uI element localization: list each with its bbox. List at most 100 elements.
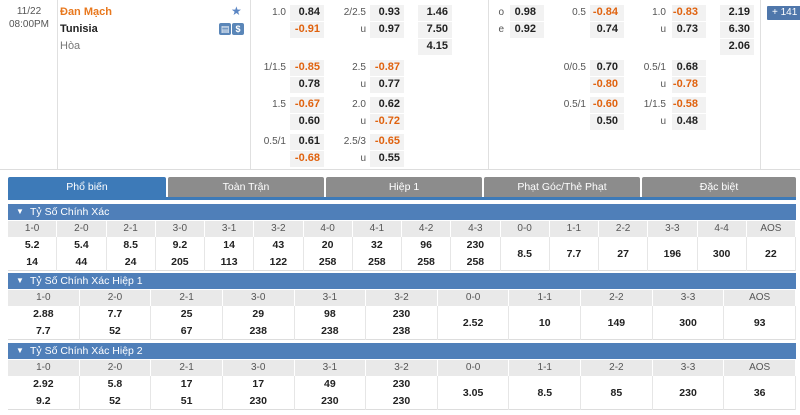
score-odds-cell[interactable]: 17 51 (151, 376, 223, 410)
score-odds-cell[interactable]: 8.5 24 (107, 237, 156, 271)
even-odds[interactable]: 0.92 (514, 23, 536, 35)
section-header[interactable]: ▼ Tỷ Số Chính Xác (8, 204, 796, 220)
collapse-triangle-icon[interactable]: ▼ (16, 207, 24, 216)
score-odds-cell[interactable]: 2.92 9.2 (8, 376, 80, 410)
score-odds-cell[interactable]: 27 (599, 237, 649, 271)
odds-cell[interactable] (370, 134, 404, 150)
odds-cell[interactable] (418, 5, 452, 21)
odds-cell[interactable] (590, 5, 624, 21)
score-odds-cell[interactable]: 98 238 (295, 306, 367, 340)
score-home-odds[interactable]: 230 (466, 239, 485, 251)
score-away-odds[interactable]: 122 (269, 256, 288, 268)
score-away-odds[interactable]: 238 (249, 325, 267, 337)
score-odds-cell[interactable]: 32 258 (353, 237, 402, 271)
more-markets-button[interactable]: + 141 (767, 6, 800, 20)
score-odds-cell[interactable]: 9.2 205 (156, 237, 205, 271)
score-odds-cell[interactable]: 17 230 (223, 376, 295, 410)
handicap-home-odds[interactable]: -0.85 (294, 61, 320, 73)
score-away-odds[interactable]: 258 (417, 256, 435, 268)
odds-cell[interactable] (672, 97, 706, 113)
score-odds-cell[interactable]: 14 113 (205, 237, 255, 271)
score-away-odds[interactable]: 24 (124, 256, 137, 268)
score-home-odds[interactable]: 2.92 (33, 378, 54, 390)
x12-odds[interactable]: 1.46 (426, 6, 448, 18)
score-odds-cell[interactable]: 25 67 (151, 306, 223, 340)
odds-cell[interactable] (590, 97, 624, 113)
odds-cell[interactable] (720, 22, 754, 38)
score-away-odds[interactable]: 52 (109, 395, 121, 407)
score-away-odds[interactable]: 67 (180, 325, 193, 337)
odds-cell[interactable] (672, 114, 706, 130)
score-away-odds[interactable]: 205 (171, 256, 189, 268)
score-away-odds[interactable]: 52 (109, 325, 121, 337)
odds-cell[interactable] (290, 134, 324, 150)
score-away-odds[interactable]: 9.2 (36, 395, 51, 407)
score-odds-value[interactable]: 27 (617, 248, 629, 260)
score-away-odds[interactable]: 7.7 (36, 325, 51, 337)
favorite-star-icon[interactable]: ★ (231, 4, 242, 18)
tab-first-half[interactable]: Hiệp 1 (326, 177, 482, 197)
odds-cell[interactable] (418, 39, 452, 55)
score-odds-cell[interactable]: 5.8 52 (80, 376, 152, 410)
score-odds-cell[interactable]: 300 (698, 237, 747, 271)
odds-cell[interactable] (290, 77, 324, 93)
odds-cell[interactable] (720, 5, 754, 21)
score-odds-cell[interactable]: 29 238 (223, 306, 295, 340)
score-odds-cell[interactable]: 300 (653, 306, 725, 340)
score-home-odds[interactable]: 20 (321, 239, 334, 251)
score-odds-cell[interactable]: 96 258 (402, 237, 452, 271)
score-away-odds[interactable]: 238 (392, 325, 411, 337)
score-odds-value[interactable]: 2.52 (462, 317, 484, 329)
odds-cell[interactable] (672, 5, 706, 21)
odds-cell[interactable] (672, 22, 706, 38)
score-odds-cell[interactable]: 49 230 (295, 376, 367, 410)
total-under-odds[interactable]: -0.72 (374, 115, 400, 127)
x12-odds[interactable]: 7.50 (426, 23, 448, 35)
odds-cell[interactable] (370, 22, 404, 38)
total-under-odds[interactable]: 0.55 (378, 152, 400, 164)
score-odds-value[interactable]: 10 (538, 317, 551, 329)
score-home-odds[interactable]: 98 (324, 308, 336, 320)
section-header[interactable]: ▼ Tỷ Số Chính Xác Hiệp 1 (8, 273, 796, 289)
odds-cell[interactable] (370, 151, 404, 167)
h1-total-over-odds[interactable]: -0.83 (672, 6, 698, 18)
h1-handicap-home-odds[interactable]: 0.70 (596, 61, 618, 73)
odds-cell[interactable] (720, 39, 754, 55)
odds-cell[interactable] (370, 60, 404, 76)
score-away-odds[interactable]: 44 (75, 256, 88, 268)
score-odds-cell[interactable]: 3.05 (438, 376, 510, 410)
h1-x12-odds[interactable]: 2.19 (728, 6, 750, 18)
score-odds-value[interactable]: 8.5 (537, 387, 553, 399)
total-under-odds[interactable]: 0.97 (378, 23, 400, 35)
odd-odds[interactable]: 0.98 (514, 6, 536, 18)
score-odds-cell[interactable]: 85 (581, 376, 653, 410)
score-home-odds[interactable]: 43 (272, 239, 285, 251)
h1-handicap-home-odds[interactable]: -0.60 (592, 98, 618, 110)
score-odds-value[interactable]: 196 (663, 248, 682, 260)
odds-cell[interactable] (590, 114, 624, 130)
odds-cell[interactable] (290, 114, 324, 130)
h1-handicap-away-odds[interactable]: -0.80 (592, 78, 618, 90)
score-odds-cell[interactable]: 93 (724, 306, 796, 340)
score-away-odds[interactable]: 113 (220, 256, 238, 268)
tab-special[interactable]: Đặc biệt (642, 177, 796, 197)
h1-total-over-odds[interactable]: -0.58 (672, 98, 698, 110)
score-odds-cell[interactable]: 2.88 7.7 (8, 306, 80, 340)
score-home-odds[interactable]: 2.88 (33, 308, 54, 320)
odds-cell[interactable] (590, 77, 624, 93)
score-odds-value[interactable]: 3.05 (462, 387, 484, 399)
score-odds-value[interactable]: 85 (610, 387, 623, 399)
score-home-odds[interactable]: 230 (392, 378, 411, 390)
collapse-triangle-icon[interactable]: ▼ (16, 276, 24, 285)
total-over-odds[interactable]: 0.62 (378, 98, 400, 110)
odds-cell[interactable] (370, 97, 404, 113)
score-home-odds[interactable]: 49 (324, 378, 336, 390)
total-under-odds[interactable]: 0.77 (378, 78, 400, 90)
score-odds-cell[interactable]: 230 258 (451, 237, 501, 271)
score-home-odds[interactable]: 17 (252, 378, 265, 390)
score-away-odds[interactable]: 14 (26, 256, 38, 268)
odds-cell[interactable] (672, 60, 706, 76)
score-odds-cell[interactable]: 230 230 (366, 376, 438, 410)
total-over-odds[interactable]: -0.87 (374, 61, 400, 73)
score-home-odds[interactable]: 5.8 (107, 378, 123, 390)
